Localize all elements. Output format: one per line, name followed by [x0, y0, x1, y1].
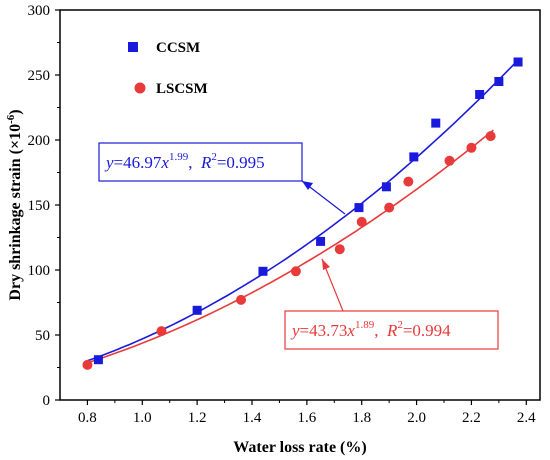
point-ccsm: [475, 90, 485, 99]
eq-ccsm-x: x: [160, 153, 169, 172]
x-tick-label: 1.4: [243, 410, 262, 426]
eq-lscsm-sep: ,: [374, 321, 387, 340]
axis-ticks: 0.8 1.0 1.2 1.4 1.6 1.8 2.0 2.2 2.4 0 50 100 150 200 2…: [28, 3, 537, 426]
eq-ccsm-r-val: =0.995: [217, 153, 265, 172]
annotation-ccsm: y=46.97x1.99, R2=0.995: [98, 142, 346, 215]
eq-ccsm-r: R: [200, 153, 212, 172]
eq-lscsm-coef: =43.73: [300, 321, 348, 340]
fit-curve-lscsm: [87, 129, 494, 364]
point-ccsm: [316, 236, 326, 246]
eq-ccsm-y: y: [104, 153, 114, 172]
annotation-box-lscsm: [284, 310, 499, 350]
point-ccsm: [513, 57, 523, 67]
arrow-head-lscsm: [322, 259, 330, 270]
y-tick-label: 100: [28, 263, 51, 279]
eq-lscsm-r-exp: 2: [397, 319, 403, 331]
point-ccsm: [192, 305, 202, 315]
point-lscsm: [403, 176, 414, 187]
y-tick-label: 200: [28, 133, 51, 149]
y-tick-label: 50: [35, 328, 50, 344]
x-tick-label: 1.8: [352, 410, 371, 426]
equation-ccsm: y=46.97x1.99, R2=0.995: [104, 151, 265, 172]
eq-lscsm-y: y: [290, 321, 300, 340]
legend-marker-lscsm: [134, 82, 146, 94]
x-tick-label: 2.4: [517, 410, 536, 426]
point-ccsm: [494, 77, 504, 86]
point-ccsm: [409, 152, 419, 162]
x-tick-label: 0.8: [78, 410, 97, 426]
point-ccsm: [258, 266, 268, 276]
eq-lscsm-exponent: 1.89: [355, 319, 375, 331]
annotation-lscsm: y=43.73x1.89, R2=0.994: [284, 258, 499, 350]
point-lscsm: [485, 131, 496, 142]
annotation-box-ccsm: [98, 142, 303, 182]
x-axis-title: Water loss rate (%): [233, 439, 366, 456]
point-lscsm: [334, 244, 345, 255]
point-lscsm: [236, 294, 247, 305]
legend: CCSM LSCSM: [128, 40, 208, 97]
eq-ccsm-r-exp: 2: [211, 151, 217, 163]
x-tick-label: 2.2: [462, 410, 481, 426]
legend-label-lscsm: LSCSM: [156, 81, 208, 97]
point-lscsm: [290, 266, 301, 277]
point-lscsm: [156, 326, 167, 337]
equation-lscsm: y=43.73x1.89, R2=0.994: [290, 319, 451, 340]
eq-ccsm-sep: ,: [188, 153, 201, 172]
x-tick-label: 1.0: [133, 410, 152, 426]
y-tick-label: 0: [43, 393, 51, 409]
x-tick-label: 1.2: [188, 410, 207, 426]
point-lscsm: [466, 142, 477, 153]
y-tick-label: 300: [28, 3, 51, 19]
eq-ccsm-exponent: 1.99: [169, 151, 189, 163]
point-ccsm: [93, 355, 103, 365]
x-tick-label: 2.0: [407, 410, 426, 426]
point-ccsm: [431, 118, 441, 128]
y-axis-title-exponent: -6: [5, 114, 17, 124]
point-lscsm: [356, 216, 367, 227]
eq-lscsm-x: x: [346, 321, 355, 340]
point-ccsm: [354, 203, 364, 213]
point-lscsm: [82, 359, 93, 370]
y-tick-label: 150: [28, 198, 51, 214]
point-lscsm: [444, 155, 455, 166]
y-tick-label: 250: [28, 68, 51, 84]
y-axis-title-main: Dry shrinkage strain (×10: [7, 124, 24, 301]
eq-lscsm-r-val: =0.994: [403, 321, 451, 340]
eq-ccsm-coef: =46.97: [114, 153, 162, 172]
point-ccsm: [381, 182, 391, 192]
legend-marker-ccsm: [128, 42, 138, 52]
arrow-head-ccsm: [302, 181, 313, 190]
x-tick-label: 1.6: [297, 410, 316, 426]
point-lscsm: [384, 202, 395, 213]
data-points: [82, 57, 523, 370]
legend-label-ccsm: CCSM: [156, 40, 200, 56]
eq-lscsm-r: R: [386, 321, 398, 340]
y-axis-title-close: ): [7, 109, 24, 114]
y-axis-title: Dry shrinkage strain (×10-6): [5, 109, 24, 300]
